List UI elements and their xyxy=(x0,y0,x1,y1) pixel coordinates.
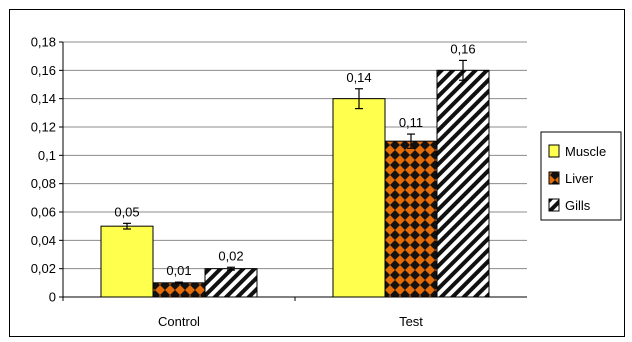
legend-label: Muscle xyxy=(565,144,606,159)
y-tick-label: 0,08 xyxy=(31,176,56,191)
x-tick-label: Control xyxy=(158,314,200,329)
y-tick-label: 0,12 xyxy=(31,120,56,135)
data-label: 0,14 xyxy=(346,70,371,85)
axes: 0 0,02 0,04 0,06 0,08 0,1 0,12 0,14 0,16 0,18 Cont… xyxy=(31,35,527,329)
bar-gills xyxy=(204,268,258,298)
y-tick-label: 0,1 xyxy=(38,148,56,163)
data-label: 0,01 xyxy=(166,263,191,278)
bar-muscle xyxy=(100,225,154,298)
x-tick-label: Test xyxy=(399,314,423,329)
legend-label: Gills xyxy=(565,198,591,213)
data-label: 0,16 xyxy=(450,41,475,56)
data-label: 0,02 xyxy=(218,248,243,263)
legend-swatch xyxy=(548,198,560,212)
y-tick-label: 0,14 xyxy=(31,91,56,106)
data-label: 0,05 xyxy=(114,204,139,219)
data-label: 0,11 xyxy=(399,115,423,130)
bar-gills xyxy=(436,69,490,298)
legend-swatch xyxy=(548,144,560,158)
legend-label: Liver xyxy=(565,171,594,186)
data-labels: 0,05 0,01 0,02 0,14 0,11 0,16 xyxy=(114,41,475,278)
y-tick-label: 0 xyxy=(49,290,56,305)
bar-liver xyxy=(384,140,438,298)
bar-liver xyxy=(152,282,206,298)
y-tick-label: 0,18 xyxy=(31,35,56,50)
legend: Muscle Liver Gills xyxy=(540,131,622,221)
y-tick-label: 0,16 xyxy=(31,63,56,78)
y-tick-label: 0,04 xyxy=(31,233,56,248)
bars xyxy=(100,59,490,298)
legend-swatch xyxy=(548,171,560,185)
bar-muscle xyxy=(332,98,386,298)
y-tick-label: 0,02 xyxy=(31,261,56,276)
y-tick-label: 0,06 xyxy=(31,205,56,220)
